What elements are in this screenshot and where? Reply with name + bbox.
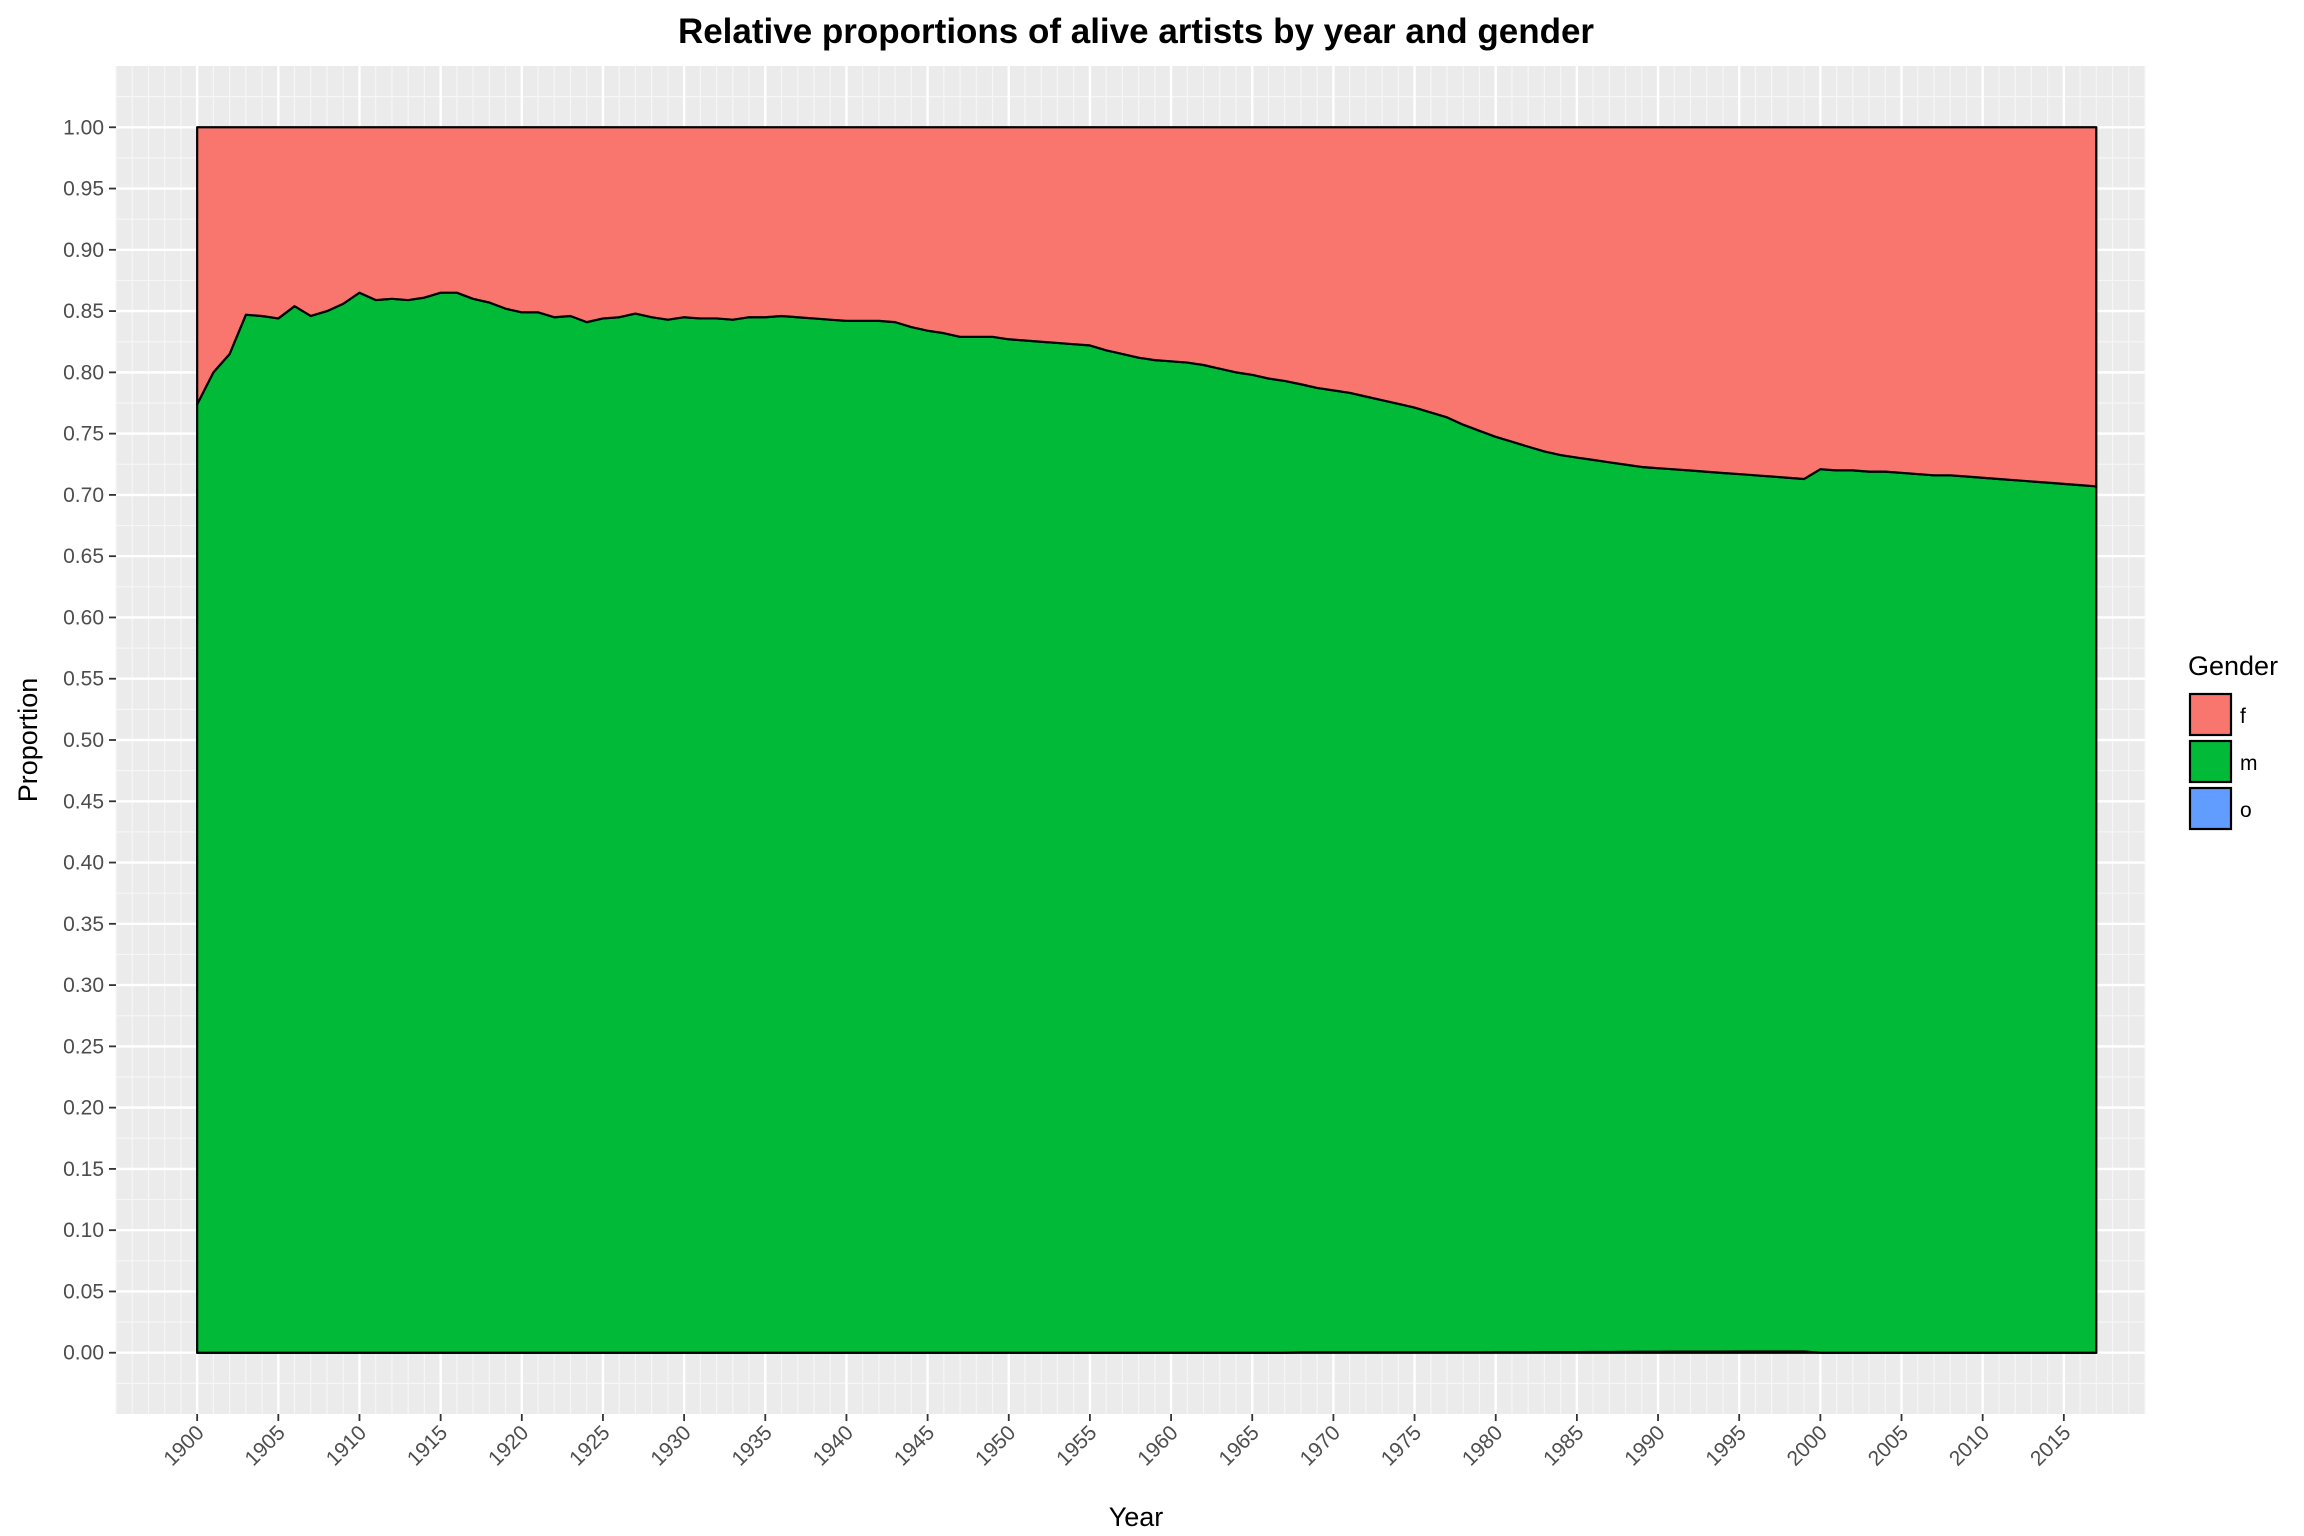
- y-tick-label: 0.40: [63, 852, 104, 875]
- x-tick-label: 1905: [241, 1421, 290, 1470]
- y-tick-label: 0.25: [63, 1035, 104, 1058]
- x-tick-label: 2015: [2026, 1421, 2075, 1470]
- x-tick-label: 2005: [1864, 1421, 1913, 1470]
- y-tick-label: 1.00: [63, 116, 104, 139]
- legend-label-m: m: [2240, 752, 2258, 775]
- area-series: [196, 126, 2098, 1354]
- area-f: [196, 126, 2098, 488]
- y-tick-label: 0.60: [63, 606, 104, 629]
- x-tick-label: 1970: [1296, 1421, 1345, 1470]
- legend-label-f: f: [2240, 705, 2246, 728]
- y-tick-label: 0.50: [63, 729, 104, 752]
- x-axis-title: Year: [1109, 1502, 1164, 1532]
- x-tick-label: 1955: [1052, 1421, 1101, 1470]
- y-tick-label: 0.85: [63, 300, 104, 323]
- x-tick-label: 1910: [322, 1421, 371, 1470]
- y-tick-label: 0.00: [63, 1342, 104, 1365]
- x-tick-label: 1900: [159, 1421, 208, 1470]
- legend-label-o: o: [2240, 799, 2252, 822]
- legend-key-m: [2188, 739, 2233, 784]
- y-tick-label: 0.10: [63, 1219, 104, 1242]
- y-tick-label: 0.80: [63, 361, 104, 384]
- legend-key-o: [2188, 786, 2233, 831]
- x-tick-label: 2010: [1945, 1421, 1994, 1470]
- x-tick-label: 1920: [484, 1421, 533, 1470]
- y-tick-label: 0.95: [63, 178, 104, 201]
- x-tick-label: 1985: [1539, 1421, 1588, 1470]
- x-tick-label: 1950: [971, 1421, 1020, 1470]
- y-tick-label: 0.35: [63, 913, 104, 936]
- y-tick-label: 0.45: [63, 790, 104, 813]
- x-axis-ticks: 1900 1905 1910 1915 1920 1925 1930 1935 1940 1945…: [159, 1414, 2075, 1471]
- y-tick-label: 0.90: [63, 239, 104, 262]
- y-tick-label: 0.70: [63, 484, 104, 507]
- y-axis-title: Proportion: [13, 678, 43, 803]
- x-tick-label: 1965: [1214, 1421, 1263, 1470]
- x-tick-label: 1945: [890, 1421, 939, 1470]
- x-tick-label: 1960: [1133, 1421, 1182, 1470]
- chart-title: Relative proportions of alive artists by…: [678, 12, 1594, 51]
- x-tick-label: 1940: [809, 1421, 858, 1470]
- x-tick-label: 2000: [1783, 1421, 1832, 1470]
- legend-title: Gender: [2188, 651, 2278, 681]
- x-tick-label: 1990: [1620, 1421, 1669, 1470]
- x-tick-label: 1915: [403, 1421, 452, 1470]
- x-tick-label: 1980: [1458, 1421, 1507, 1470]
- y-tick-label: 0.05: [63, 1280, 104, 1303]
- legend-items: f m o: [2188, 692, 2258, 831]
- y-tick-label: 0.20: [63, 1097, 104, 1120]
- x-tick-label: 1935: [728, 1421, 777, 1470]
- legend-key-f: [2188, 692, 2233, 737]
- y-axis-ticks: 0.00 0.05 0.10 0.15 0.20 0.25 0.30 0.35 0.40 0.45…: [63, 116, 116, 1365]
- y-tick-label: 0.30: [63, 974, 104, 997]
- x-tick-label: 1930: [646, 1421, 695, 1470]
- y-tick-label: 0.15: [63, 1158, 104, 1181]
- legend: Gender f m o: [2188, 651, 2278, 831]
- y-tick-label: 0.65: [63, 545, 104, 568]
- y-tick-label: 0.75: [63, 423, 104, 446]
- y-tick-label: 0.55: [63, 668, 104, 691]
- x-tick-label: 1975: [1377, 1421, 1426, 1470]
- x-tick-label: 1925: [565, 1421, 614, 1470]
- x-tick-label: 1995: [1701, 1421, 1750, 1470]
